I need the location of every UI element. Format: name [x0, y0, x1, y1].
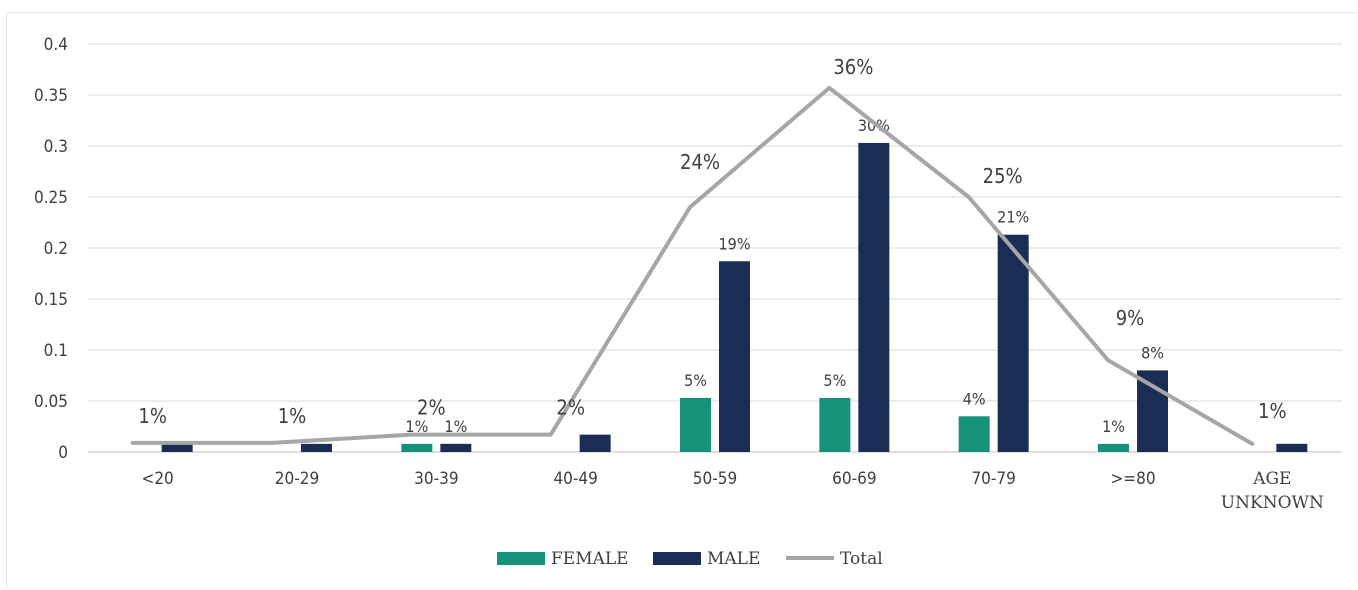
male-data-label: 21%	[997, 208, 1029, 227]
female-bar	[680, 397, 711, 452]
total-data-label: 24%	[680, 150, 720, 174]
female-bar	[819, 397, 851, 452]
x-category-label: 50-59	[693, 469, 737, 489]
male-data-label: 8%	[1141, 343, 1164, 362]
total-data-label: 1%	[138, 404, 167, 428]
y-tick-label: 0.3	[44, 137, 68, 157]
female-data-label: 5%	[823, 371, 846, 390]
male-legend-label: MALE	[707, 549, 760, 569]
x-category-label: 30-39	[414, 469, 458, 489]
female-legend-label: FEMALE	[551, 549, 629, 569]
male-bar	[719, 261, 750, 452]
male-bar	[858, 142, 890, 452]
total-line	[130, 85, 1255, 446]
y-tick-label: 0.2	[44, 239, 68, 259]
male-bar	[440, 443, 472, 452]
male-bar	[161, 443, 193, 452]
y-tick-label: 0.25	[34, 188, 68, 208]
female-data-label: 5%	[684, 371, 707, 390]
total-legend-label: Total	[840, 549, 883, 569]
female-data-label: 4%	[963, 389, 986, 408]
male-data-label: 19%	[719, 234, 751, 253]
female-data-label: 1%	[1102, 417, 1125, 436]
x-category-label: >=80	[1110, 469, 1155, 489]
male-data-label: 1%	[444, 417, 467, 436]
total-data-label: 2%	[417, 396, 446, 420]
x-category-label: 70-79	[971, 469, 1015, 489]
male-bar	[579, 434, 611, 452]
total-data-label: 2%	[556, 396, 585, 420]
female-bar	[958, 416, 990, 452]
male-bar	[1137, 370, 1168, 452]
total-data-label: 36%	[833, 55, 873, 79]
chart-frame	[6, 12, 1356, 588]
x-category-label: 60-69	[832, 469, 876, 489]
female-bar	[401, 443, 433, 452]
y-tick-label: 0.05	[34, 392, 68, 412]
y-tick-label: 0.4	[44, 35, 68, 55]
x-category-label: <20	[142, 469, 174, 489]
x-category-label: AGE UNKNOWN	[1221, 469, 1324, 513]
female-legend-swatch	[497, 552, 545, 565]
male-bar	[997, 234, 1029, 452]
male-bar	[1276, 443, 1308, 452]
female-data-label: 1%	[405, 417, 428, 436]
male-legend-swatch	[653, 552, 701, 565]
total-data-label: 25%	[983, 164, 1023, 188]
total-data-label: 1%	[1258, 399, 1287, 423]
y-tick-label: 0.35	[34, 86, 68, 106]
male-bar	[301, 443, 332, 452]
total-data-label: 1%	[278, 404, 307, 428]
female-bar	[1098, 443, 1129, 452]
y-tick-label: 0.15	[34, 290, 68, 310]
total-data-label: 9%	[1116, 306, 1145, 330]
x-category-label: 20-29	[275, 469, 319, 489]
x-category-label: 40-49	[553, 469, 597, 489]
y-tick-label: 0.1	[44, 341, 68, 361]
y-tick-label: 0	[58, 443, 68, 463]
